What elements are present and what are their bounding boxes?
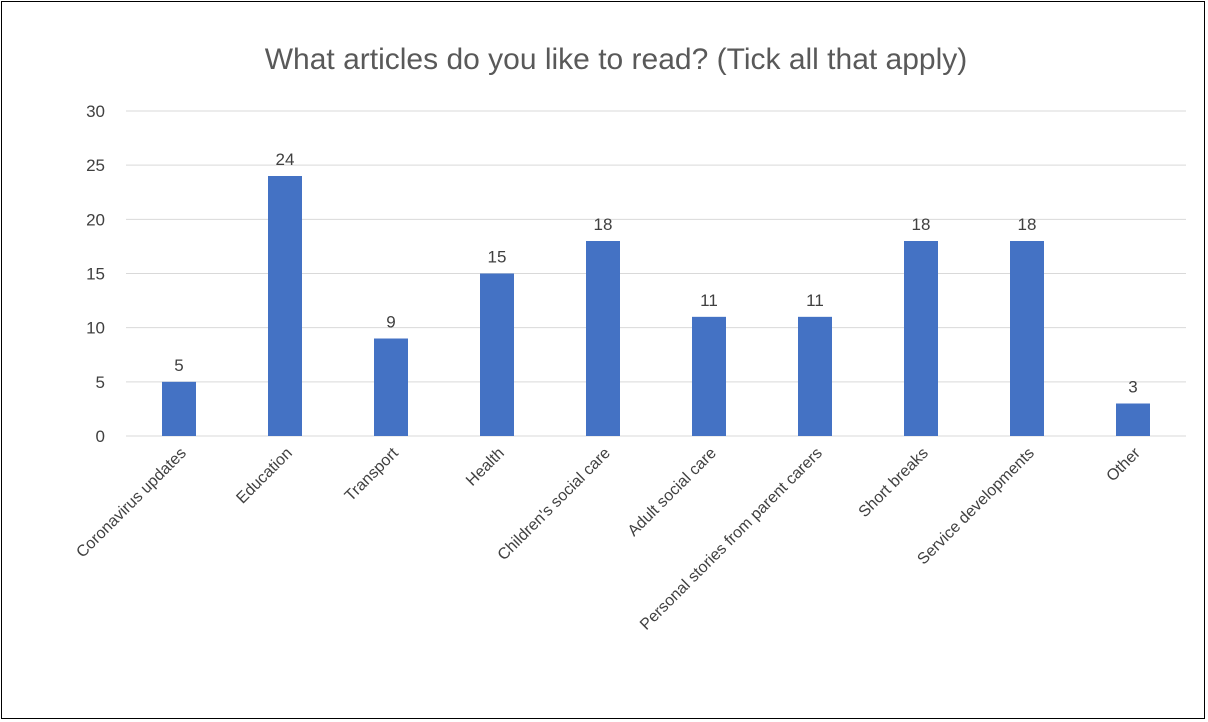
data-label: 15 (488, 248, 507, 267)
data-label: 11 (806, 291, 824, 310)
y-tick-label: 20 (86, 210, 105, 229)
data-label: 11 (700, 291, 718, 310)
x-category-label: Health (463, 445, 508, 490)
x-category-label: Coronavirus updates (73, 445, 189, 561)
y-tick-label: 15 (86, 265, 105, 284)
data-label: 18 (912, 215, 931, 234)
bar (480, 273, 514, 436)
data-label: 5 (174, 356, 183, 375)
bar (162, 381, 196, 436)
x-axis-categories: Coronavirus updates Education Transport Hea… (73, 444, 1144, 633)
data-label: 9 (386, 313, 395, 332)
bar (798, 316, 832, 436)
x-category-label: Adult social care (625, 445, 720, 540)
x-category-label: Service developments (914, 445, 1037, 568)
data-label: 18 (594, 215, 613, 234)
y-tick-label: 0 (96, 427, 105, 446)
y-axis-ticks: 0 5 10 15 20 25 30 (86, 102, 105, 446)
bar (1010, 241, 1044, 436)
y-tick-label: 5 (96, 373, 105, 392)
x-category-label: Children's social care (495, 445, 614, 564)
y-tick-label: 30 (86, 102, 105, 121)
data-label: 24 (276, 150, 295, 169)
y-tick-label: 10 (86, 319, 105, 338)
x-category-label: Education (233, 445, 295, 507)
bar (374, 338, 408, 436)
bars (162, 176, 1150, 436)
bar (1116, 403, 1150, 436)
x-category-label: Transport (342, 444, 402, 504)
y-tick-label: 25 (86, 156, 105, 175)
x-category-label: Personal stories from parent carers (637, 445, 826, 634)
data-labels: 5 24 9 15 18 11 11 18 18 3 (174, 150, 1137, 397)
bar (692, 316, 726, 436)
bar (586, 241, 620, 436)
chart-title: What articles do you like to read? (Tick… (265, 43, 968, 76)
bar (268, 176, 302, 436)
gridlines (126, 110, 1186, 437)
x-category-label: Other (1104, 444, 1145, 485)
bar (904, 241, 938, 436)
x-category-label: Short breaks (856, 445, 932, 521)
data-label: 3 (1128, 378, 1137, 397)
data-label: 18 (1018, 215, 1037, 234)
